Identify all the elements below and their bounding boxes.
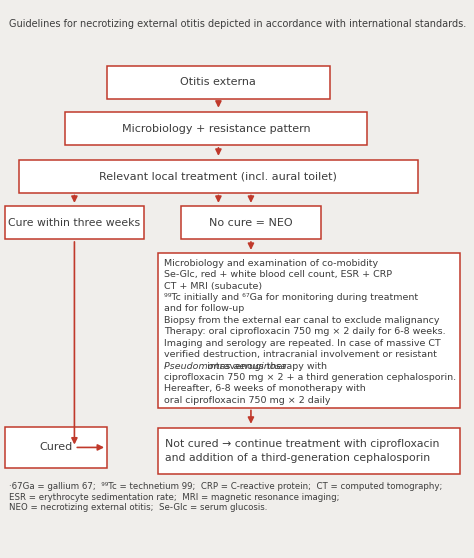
Text: CT + MRI (subacute): CT + MRI (subacute)	[164, 282, 262, 291]
Text: verified destruction, intracranial involvement or resistant: verified destruction, intracranial invol…	[164, 350, 437, 359]
Text: ·67Ga = gallium 67;  ⁹⁹Tc = technetium 99;  CRP = C-reactive protein;  CT = comp: ·67Ga = gallium 67; ⁹⁹Tc = technetium 99…	[9, 483, 443, 512]
Text: ⁹⁹Tc initially and ⁶⁷Ga for monitoring during treatment: ⁹⁹Tc initially and ⁶⁷Ga for monitoring d…	[164, 293, 418, 302]
Text: Otitis externa: Otitis externa	[181, 77, 256, 87]
FancyBboxPatch shape	[158, 428, 460, 474]
FancyBboxPatch shape	[18, 160, 418, 193]
FancyBboxPatch shape	[65, 112, 367, 145]
Text: Imaging and serology are repeated. In case of massive CT: Imaging and serology are repeated. In ca…	[164, 339, 440, 348]
Text: Not cured → continue treatment with ciprofloxacin
and addition of a third-genera: Not cured → continue treatment with cipr…	[165, 439, 439, 463]
Text: Guidelines for necrotizing external otitis depicted in accordance with internati: Guidelines for necrotizing external otit…	[9, 20, 466, 29]
Text: : intravenous therapy with: : intravenous therapy with	[201, 362, 328, 371]
Text: Cured: Cured	[39, 442, 73, 452]
Text: Microbiology + resistance pattern: Microbiology + resistance pattern	[122, 124, 310, 133]
Text: Hereafter, 6-8 weeks of monotherapy with: Hereafter, 6-8 weeks of monotherapy with	[164, 384, 365, 393]
Text: and for follow-up: and for follow-up	[164, 305, 244, 314]
Text: Cure within three weeks: Cure within three weeks	[9, 218, 140, 228]
FancyBboxPatch shape	[181, 206, 320, 239]
FancyBboxPatch shape	[5, 206, 144, 239]
Text: Biopsy from the external ear canal to exclude malignancy: Biopsy from the external ear canal to ex…	[164, 316, 439, 325]
Text: Se-Glc, red + white blood cell count, ESR + CRP: Se-Glc, red + white blood cell count, ES…	[164, 270, 392, 279]
Text: Pseudomonas aeruginosa: Pseudomonas aeruginosa	[164, 362, 286, 371]
Text: Relevant local treatment (incl. aural toilet): Relevant local treatment (incl. aural to…	[100, 171, 337, 181]
Text: Therapy: oral ciprofloxacin 750 mg × 2 daily for 6-8 weeks.: Therapy: oral ciprofloxacin 750 mg × 2 d…	[164, 328, 445, 336]
Text: ciprofloxacin 750 mg × 2 + a third generation cephalosporin.: ciprofloxacin 750 mg × 2 + a third gener…	[164, 373, 456, 382]
FancyBboxPatch shape	[107, 66, 330, 99]
Text: oral ciprofloxacin 750 mg × 2 daily: oral ciprofloxacin 750 mg × 2 daily	[164, 396, 330, 405]
FancyBboxPatch shape	[5, 427, 107, 468]
Text: No cure = NEO: No cure = NEO	[209, 218, 293, 228]
FancyBboxPatch shape	[158, 253, 460, 407]
Text: Microbiology and examination of co-mobidity: Microbiology and examination of co-mobid…	[164, 259, 378, 268]
